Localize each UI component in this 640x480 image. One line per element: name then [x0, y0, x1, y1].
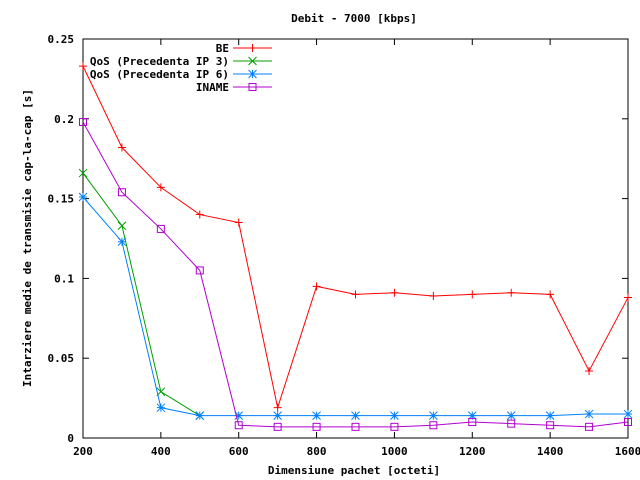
data-point-2 — [117, 237, 127, 247]
data-point-3 — [624, 418, 632, 427]
data-point-3 — [312, 422, 321, 431]
y-tick-label: 0.25 — [48, 33, 75, 46]
legend-marker-1 — [248, 56, 257, 66]
data-point-3 — [507, 419, 516, 428]
data-point-0 — [312, 282, 321, 291]
data-point-0 — [390, 288, 399, 297]
data-point-3 — [117, 188, 126, 197]
legend-label-1: QoS (Precedenta IP 3) — [90, 55, 229, 68]
data-point-2 — [351, 411, 360, 421]
data-point-0 — [195, 210, 204, 219]
legend-marker-3 — [248, 83, 257, 91]
x-tick-label: 200 — [73, 445, 93, 458]
data-point-2 — [584, 409, 594, 419]
data-point-3 — [468, 418, 477, 427]
data-point-3 — [429, 421, 438, 430]
data-point-0 — [351, 290, 360, 299]
data-point-0 — [507, 288, 516, 297]
data-point-0 — [429, 291, 438, 300]
legend-label-2: QoS (Precedenta IP 6) — [90, 68, 229, 81]
y-tick-label: 0.2 — [54, 113, 74, 126]
data-point-2 — [506, 411, 516, 421]
data-point-2 — [467, 411, 477, 421]
plot-area: 200 400 600 800 1000 1200 1400 1600 0 0.05 0.1 0.15… — [48, 33, 640, 458]
y-tick-label: 0.1 — [54, 272, 74, 285]
x-tick-label: 1200 — [459, 445, 486, 458]
data-point-3 — [273, 422, 282, 431]
data-point-2 — [195, 411, 205, 421]
data-point-2 — [390, 411, 399, 421]
x-tick-label: 1600 — [615, 445, 640, 458]
y-tick-label: 0.05 — [48, 352, 75, 365]
series-line-3 — [82, 121, 629, 428]
data-point-0 — [79, 62, 87, 71]
data-point-3 — [156, 224, 165, 233]
data-point-0 — [468, 290, 477, 299]
data-point-0 — [234, 218, 243, 227]
data-point-3 — [546, 421, 555, 430]
data-point-2 — [623, 409, 633, 419]
chart-title: Debit - 7000 [kbps] — [291, 12, 417, 25]
x-axis-label: Dimensiune pachet [octeti] — [268, 464, 440, 477]
data-point-3 — [585, 422, 594, 431]
legend-marker-0 — [248, 44, 257, 52]
x-tick-label: 1400 — [537, 445, 564, 458]
data-point-2 — [156, 403, 166, 413]
x-tick-label: 800 — [307, 445, 327, 458]
series-line-1 — [82, 172, 201, 417]
data-point-1 — [117, 221, 127, 231]
data-point-0 — [156, 183, 165, 192]
y-tick-label: 0 — [67, 432, 74, 445]
data-point-1 — [78, 168, 88, 178]
data-point-0 — [585, 366, 594, 375]
y-axis-label: Intarziere medie de transmisie cap-la-ca… — [21, 89, 34, 387]
data-point-2 — [234, 411, 244, 421]
data-point-2 — [78, 192, 88, 202]
plot-frame — [82, 38, 629, 439]
data-point-3 — [234, 421, 243, 430]
data-point-3 — [195, 266, 204, 275]
data-point-3 — [390, 422, 399, 431]
x-tick-label: 600 — [229, 445, 249, 458]
legend-label-3: INAME — [196, 81, 229, 94]
x-tick-label: 400 — [151, 445, 171, 458]
data-point-2 — [545, 411, 555, 421]
data-point-0 — [273, 403, 282, 412]
data-point-2 — [273, 411, 282, 421]
legend-marker-2 — [248, 69, 257, 79]
data-point-3 — [79, 117, 87, 126]
y-tick-label: 0.15 — [48, 193, 75, 206]
series-line-0 — [82, 65, 629, 410]
data-point-0 — [546, 290, 555, 299]
x-tick-label: 1000 — [381, 445, 408, 458]
data-point-3 — [351, 422, 360, 431]
data-point-0 — [624, 293, 632, 302]
data-point-2 — [429, 411, 438, 421]
data-point-0 — [117, 143, 126, 152]
data-point-2 — [312, 411, 321, 421]
legend-label-0: BE — [216, 42, 229, 55]
